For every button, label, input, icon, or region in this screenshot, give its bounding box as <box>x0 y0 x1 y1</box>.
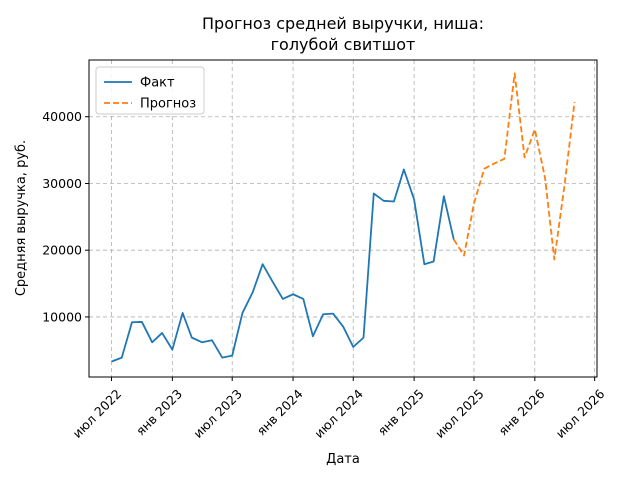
y-tick-label-0: 10000 <box>42 309 82 324</box>
x-tick-label-0: июл 2022 <box>69 386 124 441</box>
axis-ticks: июл 2022 янв 2023 июл 2023 янв 2024 июл 2024… <box>42 109 607 441</box>
x-tick-label-4: июл 2024 <box>311 386 366 441</box>
x-tick-label-6: июл 2025 <box>432 386 487 441</box>
series-line-0 <box>111 168 455 363</box>
y-tick-label-2: 30000 <box>42 176 82 191</box>
x-tick-label-5: янв 2025 <box>375 386 427 438</box>
chart-title-line-1: Прогноз средней выручки, ниша: <box>202 14 484 33</box>
plot-frame <box>88 59 598 378</box>
legend-label-1: Прогноз <box>140 97 196 112</box>
legend: Факт Прогноз <box>95 66 205 115</box>
x-tick-label-1: янв 2023 <box>133 386 185 438</box>
chart-title-line-2: голубой свитшот <box>271 35 416 54</box>
x-tick-label-3: янв 2024 <box>254 386 306 438</box>
series-lines <box>111 72 576 363</box>
x-tick-label-2: июл 2023 <box>190 386 245 441</box>
grid <box>89 60 597 377</box>
series-line-1 <box>453 72 576 261</box>
y-axis-label: Средняя выручка, руб. <box>14 140 29 296</box>
x-axis-label: Дата <box>326 452 360 467</box>
x-tick-label-7: янв 2026 <box>495 386 547 438</box>
y-tick-label-3: 40000 <box>42 109 82 124</box>
legend-label-0: Факт <box>140 76 175 91</box>
x-tick-label-8: июл 2026 <box>553 386 608 441</box>
y-tick-label-1: 20000 <box>42 243 82 258</box>
